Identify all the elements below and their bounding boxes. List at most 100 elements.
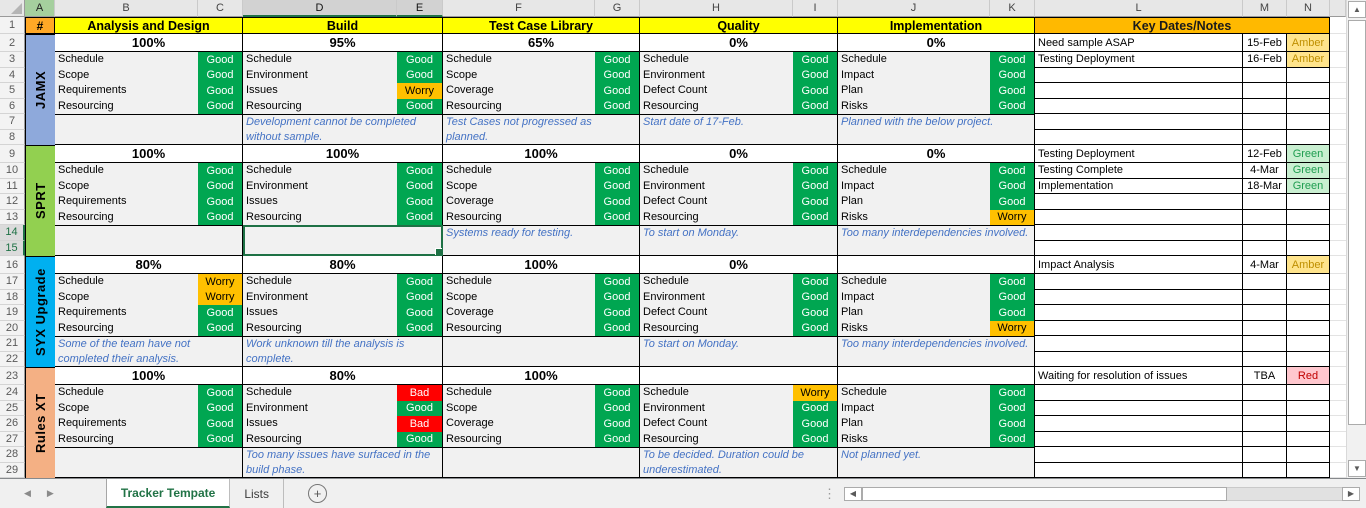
- key-date-date[interactable]: [1243, 225, 1287, 241]
- status-value-cell[interactable]: Good: [793, 163, 838, 179]
- select-all-corner[interactable]: [0, 0, 25, 17]
- row-header-12[interactable]: 12: [0, 194, 25, 210]
- status-item-label[interactable]: Impact: [838, 400, 990, 416]
- status-item-label[interactable]: Risks: [838, 209, 990, 225]
- phase-progress-cell[interactable]: 100%: [55, 34, 243, 52]
- status-item-label[interactable]: Scope: [55, 289, 198, 305]
- row-header-28[interactable]: 28: [0, 447, 25, 463]
- status-item-label[interactable]: Issues: [243, 83, 397, 99]
- phase-progress-cell[interactable]: 80%: [243, 367, 443, 385]
- key-date-date[interactable]: [1243, 400, 1287, 416]
- key-date-label[interactable]: Waiting for resolution of issues: [1035, 367, 1243, 385]
- key-date-status[interactable]: [1287, 129, 1330, 145]
- status-item-label[interactable]: Schedule: [243, 385, 397, 401]
- status-item-label[interactable]: Schedule: [243, 274, 397, 290]
- status-value-cell[interactable]: Good: [990, 178, 1035, 194]
- status-item-label[interactable]: Coverage: [443, 416, 595, 432]
- tab-tracker-template[interactable]: Tracker Tempate: [105, 479, 231, 508]
- row-header-8[interactable]: 8: [0, 129, 25, 145]
- status-item-label[interactable]: Defect Count: [640, 194, 793, 210]
- key-date-label[interactable]: [1035, 289, 1243, 305]
- column-header-j[interactable]: J: [838, 0, 990, 17]
- key-date-status[interactable]: [1287, 289, 1330, 305]
- key-date-date[interactable]: [1243, 462, 1287, 478]
- key-date-label[interactable]: [1035, 336, 1243, 352]
- status-item-label[interactable]: Requirements: [55, 83, 198, 99]
- status-value-cell[interactable]: Good: [397, 431, 443, 447]
- key-date-date[interactable]: 16-Feb: [1243, 52, 1287, 68]
- row-header-29[interactable]: 29: [0, 462, 25, 478]
- phase-progress-cell[interactable]: 100%: [443, 256, 640, 274]
- status-value-cell[interactable]: Good: [793, 98, 838, 114]
- status-value-cell[interactable]: Good: [990, 416, 1035, 432]
- row-header-24[interactable]: 24: [0, 385, 25, 401]
- status-item-label[interactable]: Requirements: [55, 416, 198, 432]
- status-item-label[interactable]: Scope: [443, 400, 595, 416]
- status-value-cell[interactable]: Good: [990, 385, 1035, 401]
- status-value-cell[interactable]: Good: [397, 52, 443, 68]
- status-item-label[interactable]: Schedule: [838, 385, 990, 401]
- status-value-cell[interactable]: Good: [990, 98, 1035, 114]
- status-value-cell[interactable]: Good: [595, 431, 640, 447]
- phase-progress-cell[interactable]: 0%: [640, 34, 838, 52]
- key-date-status[interactable]: [1287, 416, 1330, 432]
- status-value-cell[interactable]: Good: [595, 400, 640, 416]
- key-date-status[interactable]: [1287, 351, 1330, 367]
- status-value-cell[interactable]: Good: [595, 194, 640, 210]
- key-date-label[interactable]: Testing Deployment: [1035, 52, 1243, 68]
- key-date-label[interactable]: [1035, 240, 1243, 256]
- horizontal-scroll-track[interactable]: [862, 486, 1342, 501]
- phase-note-cell[interactable]: Planned with the below project.: [838, 114, 1035, 145]
- phase-note-cell[interactable]: To start on Monday.: [640, 225, 838, 256]
- status-item-label[interactable]: Scope: [443, 67, 595, 83]
- status-value-cell[interactable]: Good: [793, 289, 838, 305]
- status-value-cell[interactable]: Good: [397, 289, 443, 305]
- phase-header-1[interactable]: Analysis and Design: [55, 17, 243, 34]
- row-header-18[interactable]: 18: [0, 289, 25, 305]
- key-date-date[interactable]: [1243, 385, 1287, 401]
- status-item-label[interactable]: Plan: [838, 83, 990, 99]
- key-date-status[interactable]: [1287, 431, 1330, 447]
- status-value-cell[interactable]: Good: [990, 400, 1035, 416]
- status-item-label[interactable]: Plan: [838, 416, 990, 432]
- status-value-cell[interactable]: Worry: [397, 83, 443, 99]
- key-date-date[interactable]: 12-Feb: [1243, 145, 1287, 163]
- status-value-cell[interactable]: Worry: [793, 385, 838, 401]
- key-date-date[interactable]: 18-Mar: [1243, 178, 1287, 194]
- status-value-cell[interactable]: Good: [595, 289, 640, 305]
- vertical-scrollbar[interactable]: ▲ ▼: [1346, 0, 1366, 478]
- key-date-label[interactable]: [1035, 431, 1243, 447]
- key-date-status[interactable]: [1287, 462, 1330, 478]
- phase-note-cell[interactable]: Test Cases not progressed as planned.: [443, 114, 640, 145]
- column-header-k[interactable]: K: [990, 0, 1035, 17]
- status-value-cell[interactable]: Good: [990, 52, 1035, 68]
- key-date-label[interactable]: [1035, 114, 1243, 130]
- key-date-label[interactable]: [1035, 305, 1243, 321]
- scroll-up-icon[interactable]: ▲: [1348, 1, 1366, 18]
- row-header-21[interactable]: 21: [0, 336, 25, 352]
- status-item-label[interactable]: Resourcing: [443, 431, 595, 447]
- status-value-cell[interactable]: Good: [793, 83, 838, 99]
- phase-note-cell[interactable]: Development cannot be completed without …: [243, 114, 443, 145]
- status-item-label[interactable]: Environment: [243, 400, 397, 416]
- phase-note-cell[interactable]: [443, 447, 640, 478]
- add-sheet-icon[interactable]: +: [308, 484, 328, 503]
- status-item-label[interactable]: Resourcing: [243, 431, 397, 447]
- status-value-cell[interactable]: Good: [198, 194, 243, 210]
- status-value-cell[interactable]: Good: [198, 431, 243, 447]
- key-date-date[interactable]: [1243, 320, 1287, 336]
- status-value-cell[interactable]: Good: [595, 416, 640, 432]
- status-item-label[interactable]: Resourcing: [443, 98, 595, 114]
- scroll-left-icon[interactable]: ◀: [844, 486, 862, 501]
- status-value-cell[interactable]: Good: [198, 52, 243, 68]
- key-date-label[interactable]: [1035, 225, 1243, 241]
- status-value-cell[interactable]: Good: [595, 385, 640, 401]
- status-value-cell[interactable]: Good: [793, 194, 838, 210]
- key-date-date[interactable]: [1243, 114, 1287, 130]
- row-header-20[interactable]: 20: [0, 320, 25, 336]
- key-date-label[interactable]: [1035, 209, 1243, 225]
- phase-note-cell[interactable]: [243, 225, 443, 256]
- status-item-label[interactable]: Issues: [243, 194, 397, 210]
- key-date-date[interactable]: [1243, 129, 1287, 145]
- status-item-label[interactable]: Schedule: [443, 163, 595, 179]
